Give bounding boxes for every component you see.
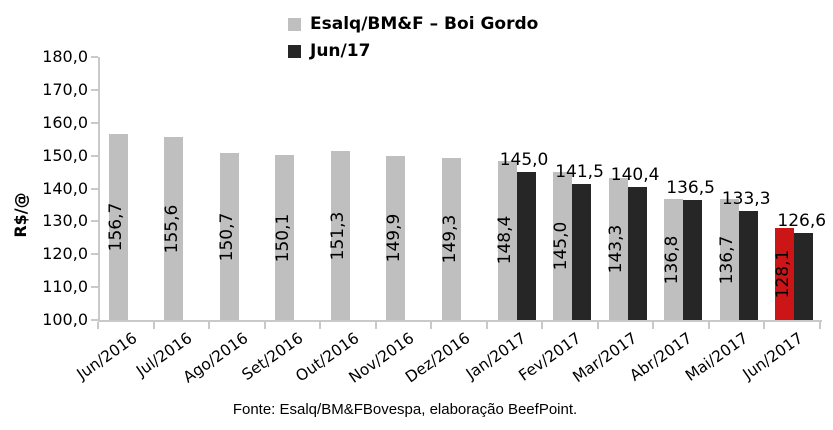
y-tick-mark [91, 220, 98, 223]
bar [386, 155, 406, 320]
y-tick-mark [91, 319, 98, 321]
x-tick-mark [819, 322, 821, 329]
legend-item-jun17: Jun/17 [288, 41, 538, 61]
bar-value-label: 136,5 [666, 178, 715, 198]
bar-value-label: 155,6 [161, 204, 182, 253]
x-tick-mark [208, 322, 211, 329]
x-tick-mark [596, 322, 599, 329]
bar [330, 151, 350, 320]
legend-item-boi-gordo: Esalq/BM&F – Boi Gordo [288, 14, 538, 34]
bar-value-label: 150,7 [217, 212, 238, 261]
bar-value-label: 148,4 [495, 216, 516, 265]
bar-value-label: 126,6 [777, 210, 827, 231]
bar-value-label: 141,5 [555, 161, 604, 182]
x-tick-mark [374, 322, 377, 329]
bar [442, 157, 461, 320]
bar [497, 160, 517, 320]
bar-value-label: 150,1 [272, 213, 293, 262]
y-tick-mark [91, 121, 98, 124]
bar-value-label: 149,3 [439, 214, 460, 264]
bar [775, 227, 795, 320]
y-tick-mark [91, 88, 98, 91]
y-tick-mark [91, 187, 98, 190]
bar-value-label: 156,7 [106, 202, 127, 252]
x-tick-mark [485, 322, 488, 329]
x-tick-mark [152, 322, 155, 329]
plot-area [98, 57, 822, 322]
legend-swatch-gray-icon [288, 17, 301, 31]
bar-value-label: 145,0 [550, 221, 571, 271]
y-tick-label: 110,0 [42, 277, 88, 297]
bar-value-label: 136,8 [661, 235, 682, 284]
bar [219, 153, 239, 320]
y-tick-label: 100,0 [42, 310, 88, 329]
bar-value-label: 136,7 [717, 235, 738, 285]
y-tick-label: 150,0 [42, 145, 88, 165]
bar [553, 172, 573, 320]
y-tick-mark [91, 154, 98, 157]
bar-value-label: 133,3 [721, 188, 771, 209]
bar [738, 210, 758, 320]
bar [627, 187, 647, 320]
y-tick-label: 160,0 [42, 112, 88, 132]
bar [664, 199, 684, 320]
y-tick-mark [91, 286, 98, 289]
bar [164, 137, 184, 320]
x-tick-mark [652, 322, 655, 329]
legend: Esalq/BM&F – Boi Gordo Jun/17 [288, 14, 538, 61]
y-tick-label: 170,0 [42, 79, 88, 99]
x-tick-mark [263, 322, 266, 329]
x-tick-mark [97, 322, 99, 329]
bar-value-label: 151,3 [328, 211, 349, 261]
y-tick-mark [91, 253, 98, 256]
bar [108, 133, 128, 320]
bar [719, 199, 739, 320]
y-tick-label: 180,0 [42, 47, 88, 66]
y-tick-label: 120,0 [42, 244, 88, 264]
legend-swatch-dark-icon [288, 44, 301, 58]
bar-value-label: 145,0 [499, 150, 549, 171]
y-tick-mark [91, 56, 98, 58]
legend-label: Esalq/BM&F – Boi Gordo [310, 14, 539, 34]
bar [275, 155, 295, 320]
y-tick-label: 130,0 [42, 211, 88, 231]
x-tick-mark [707, 322, 710, 329]
x-tick-mark [430, 322, 433, 329]
bar [572, 183, 592, 320]
bar-value-label: 149,9 [383, 213, 404, 263]
x-tick-mark [763, 322, 766, 329]
bar-value-label: 140,4 [610, 165, 660, 186]
bar [516, 172, 536, 320]
bar [683, 200, 703, 320]
x-tick-mark [541, 322, 544, 329]
x-tick-mark [319, 322, 322, 329]
legend-label: Jun/17 [310, 41, 371, 61]
bar [608, 177, 628, 320]
bar-value-label: 143,3 [606, 224, 627, 274]
bar [794, 232, 814, 320]
y-tick-label: 140,0 [42, 178, 88, 198]
bar-value-label: 128,1 [772, 249, 793, 299]
source-note: Fonte: Esalq/BM&FBovespa, elaboração Bee… [232, 401, 578, 418]
